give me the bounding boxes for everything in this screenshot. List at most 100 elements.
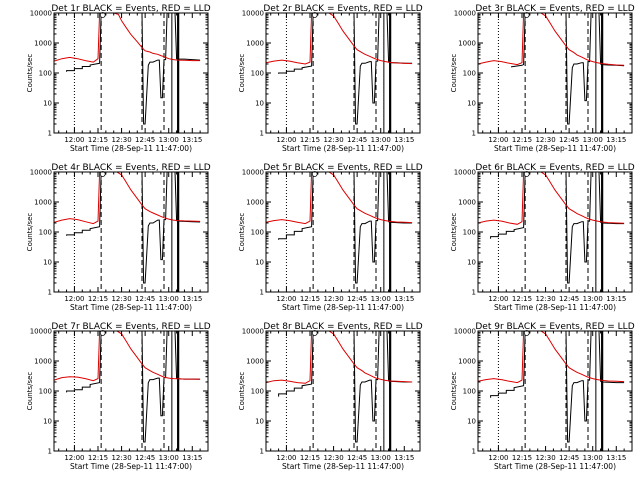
x-tick-label: 13:15 [606,295,626,303]
chart-panel-4: Det 4r BLACK = Events, RED = LLD 1 10 100 10… [26,163,211,312]
events-series-line [490,171,625,284]
y-tick-label: 100 [251,229,264,237]
x-tick-label: 12:30 [111,295,131,303]
x-tick-label: 12:30 [111,136,131,144]
x-tick-label: 12:00 [276,136,296,144]
x-tick-label: 12:15 [512,295,532,303]
x-tick-label: 12:45 [347,454,367,462]
y-tick-label: 10000 [242,328,264,336]
chart-panel-9: Det 9r BLACK = Events, RED = LLD 1 10 100 10… [450,322,635,471]
y-tick-label: 1000 [34,199,52,207]
chart-title: Det 5r BLACK = Events, RED = LLD [263,163,422,173]
x-tick-label: 12:45 [559,454,579,462]
x-tick-label: 12:00 [64,454,84,462]
lld-series-line [477,330,625,384]
x-axis-label: Start Time (28-Sep-11 11:47:00) [70,303,192,312]
y-tick-label: 1000 [458,199,476,207]
y-axis-label: Counts/sec [450,54,458,93]
x-tick-label: 12:00 [64,136,84,144]
x-tick-label: 12:30 [535,295,555,303]
y-tick-label: 1 [472,289,476,297]
x-tick-label: 12:30 [535,454,555,462]
y-tick-label: 1 [48,448,52,456]
events-series-line [278,330,413,443]
x-tick-label: 12:45 [135,454,155,462]
y-tick-label: 10 [255,259,264,267]
events-series-line [66,12,201,125]
y-tick-label: 10000 [30,169,52,177]
x-tick-label: 12:15 [300,295,320,303]
y-tick-label: 10000 [454,328,476,336]
chart-title: Det 4r BLACK = Events, RED = LLD [51,163,210,173]
y-tick-label: 10 [255,418,264,426]
y-tick-label: 100 [463,229,476,237]
x-tick-label: 12:00 [488,454,508,462]
x-axis-label: Start Time (28-Sep-11 11:47:00) [282,462,404,471]
x-tick-label: 13:15 [606,136,626,144]
lld-series-line [477,12,625,66]
x-tick-label: 13:00 [371,136,391,144]
chart-panel-1: Det 1r BLACK = Events, RED = LLD 1 10 100 10… [26,4,211,153]
events-series-line [66,330,201,443]
y-tick-label: 1000 [246,358,264,366]
y-tick-label: 1 [48,289,52,297]
y-tick-label: 100 [463,388,476,396]
x-tick-label: 12:30 [535,136,555,144]
y-tick-label: 1 [48,130,52,138]
x-tick-label: 13:15 [182,295,202,303]
y-tick-label: 100 [251,388,264,396]
y-tick-label: 10 [467,100,476,108]
y-tick-label: 10000 [242,169,264,177]
y-tick-label: 100 [39,388,52,396]
chart-title: Det 7r BLACK = Events, RED = LLD [51,322,210,332]
x-tick-label: 12:15 [512,136,532,144]
x-tick-label: 13:15 [606,454,626,462]
events-series-line [278,12,413,125]
y-axis-label: Counts/sec [238,213,246,252]
y-tick-label: 10000 [454,10,476,18]
x-tick-label: 12:15 [88,295,108,303]
x-tick-label: 13:00 [583,295,603,303]
x-tick-label: 12:30 [323,295,343,303]
events-series-line [66,171,201,284]
y-tick-label: 1 [472,130,476,138]
x-tick-label: 13:00 [159,136,179,144]
chart-panel-8: Det 8r BLACK = Events, RED = LLD 1 10 100 10… [238,322,423,471]
y-tick-label: 1000 [246,199,264,207]
chart-panel-3: Det 3r BLACK = Events, RED = LLD 1 10 100 10… [450,4,635,153]
x-axis-label: Start Time (28-Sep-11 11:47:00) [494,144,616,153]
x-tick-label: 13:00 [583,454,603,462]
x-tick-label: 12:30 [323,454,343,462]
x-tick-label: 12:45 [559,295,579,303]
y-tick-label: 10 [255,100,264,108]
x-tick-label: 12:00 [488,295,508,303]
lld-series-line [265,330,413,384]
x-tick-label: 12:45 [347,136,367,144]
y-axis-label: Counts/sec [26,372,34,411]
x-axis-label: Start Time (28-Sep-11 11:47:00) [282,144,404,153]
y-tick-label: 100 [251,70,264,78]
chart-panel-2: Det 2r BLACK = Events, RED = LLD 1 10 100 10… [238,4,423,153]
y-tick-label: 100 [39,70,52,78]
chart-title: Det 2r BLACK = Events, RED = LLD [263,4,422,14]
x-tick-label: 12:00 [276,295,296,303]
x-tick-label: 12:00 [64,295,84,303]
x-tick-label: 12:15 [300,136,320,144]
y-tick-label: 10000 [242,10,264,18]
events-series-line [278,171,413,284]
chart-panel-5: Det 5r BLACK = Events, RED = LLD 1 10 100 10… [238,163,423,312]
x-tick-label: 13:15 [394,295,414,303]
y-tick-label: 10 [467,418,476,426]
x-tick-label: 13:00 [159,454,179,462]
x-tick-label: 13:00 [583,136,603,144]
y-tick-label: 10000 [30,10,52,18]
chart-title: Det 8r BLACK = Events, RED = LLD [263,322,422,332]
y-axis-label: Counts/sec [450,213,458,252]
y-axis-label: Counts/sec [238,372,246,411]
chart-title: Det 1r BLACK = Events, RED = LLD [51,4,210,14]
y-tick-label: 10 [43,100,52,108]
x-tick-label: 12:30 [323,136,343,144]
y-tick-label: 10000 [30,328,52,336]
x-axis-label: Start Time (28-Sep-11 11:47:00) [70,144,192,153]
